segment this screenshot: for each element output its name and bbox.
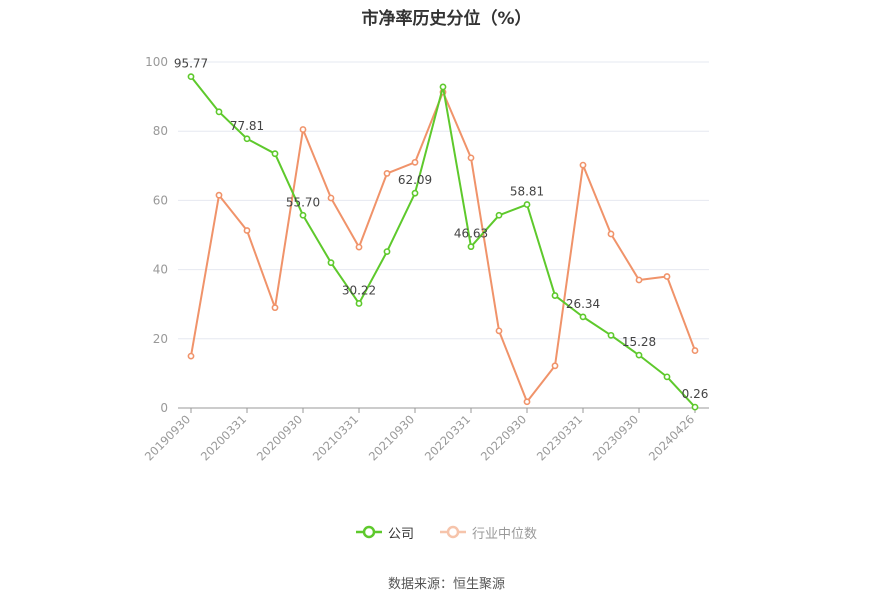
industry-median-point xyxy=(663,273,671,280)
industry-median-point xyxy=(551,362,559,370)
y-tick-label: 0 xyxy=(160,401,168,415)
company-point xyxy=(551,292,559,299)
industry-median-point xyxy=(383,170,391,177)
industry-median-point xyxy=(215,191,223,199)
y-tick-label: 80 xyxy=(153,124,168,138)
x-tick-label: 20240426 xyxy=(646,412,697,463)
company-point xyxy=(299,211,307,219)
data-label: 58.81 xyxy=(510,185,544,199)
company-point xyxy=(187,73,195,81)
data-label: 95.77 xyxy=(174,57,208,71)
industry-median-point xyxy=(271,304,279,312)
company-point xyxy=(215,108,223,116)
company-point xyxy=(467,243,475,251)
legend-company-label: 公司 xyxy=(387,526,414,542)
industry-median-point xyxy=(523,398,531,406)
data-label: 0.26 xyxy=(682,387,709,401)
x-tick-label: 20230930 xyxy=(590,412,641,463)
data-label: 46.63 xyxy=(454,227,488,241)
industry-median-point xyxy=(327,194,335,202)
legend-industry-swatch-icon xyxy=(440,525,466,539)
data-label: 77.81 xyxy=(230,119,264,133)
y-tick-label: 20 xyxy=(153,332,168,346)
industry-median-point xyxy=(467,154,475,162)
legend-item-industry-median[interactable]: 行业中位数 xyxy=(440,523,537,542)
x-tick-label: 20220331 xyxy=(422,412,473,463)
company-point xyxy=(439,83,447,91)
y-tick-label: 40 xyxy=(153,263,168,277)
industry-median-point xyxy=(243,227,251,234)
x-tick-label: 20190930 xyxy=(142,412,193,463)
company-point xyxy=(355,300,363,307)
y-tick-label: 100 xyxy=(145,55,168,69)
data-label: 30.22 xyxy=(342,283,376,297)
company-point xyxy=(495,211,503,219)
x-tick-label: 20200930 xyxy=(254,412,305,463)
series-line-company xyxy=(190,76,696,408)
industry-median-point xyxy=(579,161,587,169)
company-point xyxy=(411,189,419,197)
chart-title: 市净率历史分位（%） xyxy=(361,9,532,29)
industry-median-point xyxy=(691,347,699,354)
company-point xyxy=(383,248,391,256)
industry-median-point xyxy=(411,158,419,166)
chart-legend: 公司 行业中位数 xyxy=(0,521,893,543)
data-label: 62.09 xyxy=(398,173,432,187)
company-point xyxy=(523,201,531,208)
industry-median-point xyxy=(299,126,307,133)
industry-median-point xyxy=(187,352,195,360)
company-point xyxy=(635,351,643,359)
legend-industry-label: 行业中位数 xyxy=(472,526,538,542)
industry-median-point xyxy=(635,276,643,284)
x-tick-label: 20210331 xyxy=(310,412,361,463)
data-label: 26.34 xyxy=(566,297,600,311)
x-tick-label: 20210930 xyxy=(366,412,417,463)
company-point xyxy=(243,135,251,143)
legend-item-company[interactable]: 公司 xyxy=(355,523,414,542)
legend-company-swatch-icon xyxy=(355,525,382,539)
data-label: 15.28 xyxy=(622,335,656,349)
industry-median-point xyxy=(607,230,615,238)
company-point xyxy=(271,150,279,158)
company-point xyxy=(663,373,671,381)
x-tick-label: 20220930 xyxy=(478,412,529,463)
industry-median-point xyxy=(355,243,363,251)
data-source-note: 数据来源：恒生聚源 xyxy=(387,577,505,592)
industry-median-point xyxy=(495,327,503,335)
company-point xyxy=(691,403,699,411)
company-point xyxy=(607,331,615,339)
company-point xyxy=(579,313,587,321)
x-tick-label: 20230331 xyxy=(534,412,585,463)
data-label: 55.70 xyxy=(286,195,320,209)
y-tick-label: 60 xyxy=(153,193,168,207)
series-line-industry-median xyxy=(190,91,696,403)
x-tick-label: 20200331 xyxy=(198,412,249,463)
company-point xyxy=(327,259,335,267)
